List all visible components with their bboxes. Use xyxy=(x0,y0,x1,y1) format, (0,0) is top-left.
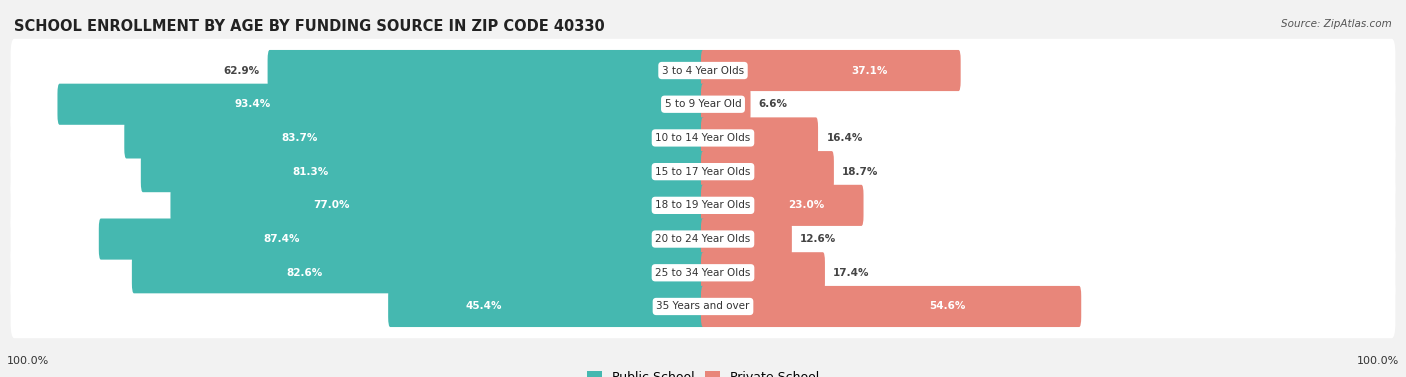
Text: 10 to 14 Year Olds: 10 to 14 Year Olds xyxy=(655,133,751,143)
FancyBboxPatch shape xyxy=(702,151,834,192)
Text: 81.3%: 81.3% xyxy=(292,167,329,177)
FancyBboxPatch shape xyxy=(11,275,1395,338)
FancyBboxPatch shape xyxy=(702,252,825,293)
Text: 12.6%: 12.6% xyxy=(800,234,837,244)
FancyBboxPatch shape xyxy=(11,39,1395,102)
Text: 18 to 19 Year Olds: 18 to 19 Year Olds xyxy=(655,200,751,210)
FancyBboxPatch shape xyxy=(11,72,1395,136)
Text: 45.4%: 45.4% xyxy=(465,302,502,311)
Text: 87.4%: 87.4% xyxy=(263,234,299,244)
FancyBboxPatch shape xyxy=(702,185,863,226)
FancyBboxPatch shape xyxy=(702,286,1081,327)
Text: 5 to 9 Year Old: 5 to 9 Year Old xyxy=(665,99,741,109)
Text: 82.6%: 82.6% xyxy=(287,268,323,278)
FancyBboxPatch shape xyxy=(267,50,704,91)
Text: 35 Years and over: 35 Years and over xyxy=(657,302,749,311)
Text: 100.0%: 100.0% xyxy=(7,356,49,366)
Text: 25 to 34 Year Olds: 25 to 34 Year Olds xyxy=(655,268,751,278)
FancyBboxPatch shape xyxy=(11,140,1395,203)
FancyBboxPatch shape xyxy=(702,84,751,125)
Text: 77.0%: 77.0% xyxy=(314,200,350,210)
Text: 54.6%: 54.6% xyxy=(929,302,966,311)
Text: 15 to 17 Year Olds: 15 to 17 Year Olds xyxy=(655,167,751,177)
FancyBboxPatch shape xyxy=(702,219,792,260)
FancyBboxPatch shape xyxy=(11,207,1395,271)
FancyBboxPatch shape xyxy=(98,219,704,260)
Text: SCHOOL ENROLLMENT BY AGE BY FUNDING SOURCE IN ZIP CODE 40330: SCHOOL ENROLLMENT BY AGE BY FUNDING SOUR… xyxy=(14,19,605,34)
Text: 17.4%: 17.4% xyxy=(834,268,870,278)
FancyBboxPatch shape xyxy=(170,185,704,226)
FancyBboxPatch shape xyxy=(11,174,1395,237)
FancyBboxPatch shape xyxy=(132,252,704,293)
FancyBboxPatch shape xyxy=(702,117,818,158)
Text: 62.9%: 62.9% xyxy=(224,66,259,75)
Legend: Public School, Private School: Public School, Private School xyxy=(582,366,824,377)
FancyBboxPatch shape xyxy=(141,151,704,192)
FancyBboxPatch shape xyxy=(702,50,960,91)
Text: Source: ZipAtlas.com: Source: ZipAtlas.com xyxy=(1281,19,1392,29)
Text: 16.4%: 16.4% xyxy=(827,133,863,143)
FancyBboxPatch shape xyxy=(388,286,704,327)
Text: 18.7%: 18.7% xyxy=(842,167,879,177)
Text: 93.4%: 93.4% xyxy=(235,99,271,109)
FancyBboxPatch shape xyxy=(11,241,1395,305)
FancyBboxPatch shape xyxy=(58,84,704,125)
FancyBboxPatch shape xyxy=(124,117,704,158)
FancyBboxPatch shape xyxy=(11,106,1395,170)
Text: 37.1%: 37.1% xyxy=(851,66,887,75)
Text: 3 to 4 Year Olds: 3 to 4 Year Olds xyxy=(662,66,744,75)
Text: 6.6%: 6.6% xyxy=(759,99,787,109)
Text: 23.0%: 23.0% xyxy=(787,200,824,210)
Text: 100.0%: 100.0% xyxy=(1357,356,1399,366)
Text: 20 to 24 Year Olds: 20 to 24 Year Olds xyxy=(655,234,751,244)
Text: 83.7%: 83.7% xyxy=(281,133,318,143)
